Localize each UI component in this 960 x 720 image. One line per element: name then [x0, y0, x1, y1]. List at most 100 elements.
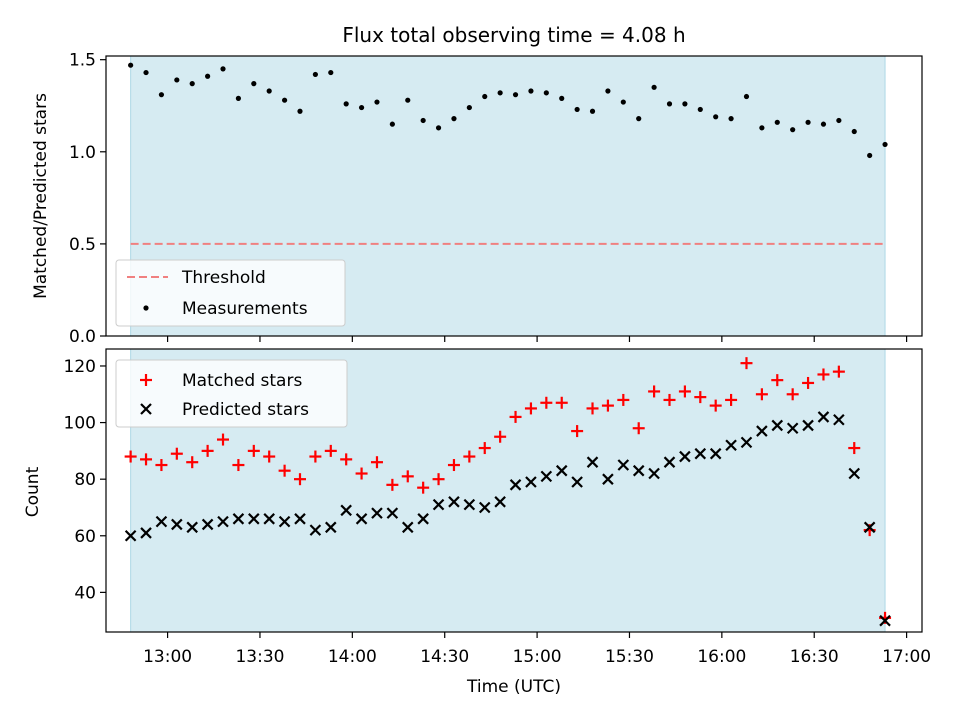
matched-stars-point: [217, 433, 230, 446]
matched-stars-point: [848, 442, 861, 455]
predicted-stars-point: [756, 425, 768, 437]
matched-stars-point: [678, 385, 691, 398]
x-tick-label: 14:30: [420, 647, 469, 667]
top-x-ticks: [166, 336, 908, 342]
measurement-point: [420, 117, 426, 124]
predicted-stars-point: [355, 513, 368, 525]
x-tick-label: 15:00: [513, 647, 562, 667]
predicted-stars-point: [648, 467, 660, 480]
measurement-point: [559, 95, 565, 101]
measurement-point: [405, 97, 411, 103]
matched-stars-point: [586, 402, 599, 415]
predicted-stars-point: [740, 436, 753, 449]
x-tick-label: 13:00: [143, 647, 192, 667]
matched-stars-point: [540, 396, 553, 409]
measurement-point: [174, 77, 180, 83]
matched-stars-point: [324, 444, 337, 457]
matched-stars-point: [817, 368, 830, 381]
predicted-stars-point: [863, 521, 876, 534]
predicted-stars-point: [248, 513, 260, 525]
measurement-point: [466, 104, 472, 111]
measurement-point: [528, 88, 534, 94]
predicted-stars-point: [309, 524, 322, 536]
predicted-stars-point: [555, 464, 568, 477]
predicted-stars-point: [294, 513, 306, 525]
predicted-stars-point: [525, 476, 537, 488]
bottom-legend: Matched stars Predicted stars: [115, 359, 348, 428]
matched-stars-point: [263, 450, 276, 463]
top-panel: 0.0 0.5 1.0 1.5 Matched/Predicted stars Thr…: [31, 51, 923, 347]
measurement-point: [620, 99, 626, 105]
matched-stars-point: [309, 450, 322, 463]
predicted-stars-point: [663, 456, 676, 468]
bottom-panel: 40 60 80 100 120 13:00 13:30 14:00 14:30 15:00 15…: [23, 348, 931, 697]
bottom-y-tick-label: 120: [64, 357, 96, 377]
x-tick-label: 17:00: [882, 647, 931, 667]
measurement-point: [143, 69, 149, 76]
matched-stars-point: [478, 442, 491, 455]
matched-stars-point: [802, 376, 815, 389]
predicted-stars-point: [632, 464, 645, 477]
measurement-point: [836, 117, 842, 124]
measurement-point: [312, 71, 318, 78]
matched-stars-point: [694, 391, 707, 404]
x-axis-label: Time (UTC): [466, 677, 561, 697]
x-tick-label: 16:30: [790, 647, 839, 667]
measurement-point: [574, 106, 580, 113]
predicted-stars-point: [217, 515, 229, 528]
predicted-stars-point: [417, 513, 429, 525]
predicted-stars-point: [802, 419, 814, 432]
measurement-point: [358, 104, 365, 111]
matched-stars-point: [355, 467, 368, 480]
matched-stars-series: [124, 357, 892, 624]
measurements-legend-swatch: [143, 305, 149, 311]
predicted-stars-point: [725, 439, 737, 451]
matched-stars-point: [771, 374, 784, 387]
matched-legend-swatch: [140, 374, 152, 386]
matched-stars-point: [755, 388, 768, 401]
predicted-stars-point: [463, 498, 476, 511]
measurement-point: [189, 81, 195, 87]
measurement-point: [205, 73, 211, 79]
predicted-stars-point: [540, 470, 553, 483]
measurement-point: [158, 92, 165, 98]
matched-stars-point: [663, 393, 676, 406]
matched-stars-point: [524, 402, 537, 415]
predicted-stars-point: [201, 518, 214, 531]
predicted-legend-label: Predicted stars: [182, 400, 309, 420]
measurement-point: [128, 62, 134, 68]
matched-stars-point: [247, 444, 260, 457]
predicted-stars-point: [694, 447, 707, 460]
measurement-point: [343, 101, 349, 107]
bottom-legend-box: [115, 359, 348, 428]
matched-stars-point: [124, 450, 137, 463]
measurement-point: [820, 121, 827, 127]
measurement-point: [374, 99, 380, 105]
measurement-point: [220, 66, 226, 72]
measurement-point: [851, 128, 857, 135]
matched-stars-point: [725, 393, 738, 406]
predicted-stars-point: [371, 507, 383, 519]
predicted-stars-point: [478, 501, 491, 514]
measurement-point: [867, 152, 873, 159]
predicted-stars-point: [432, 498, 445, 511]
matched-stars-point: [278, 464, 291, 477]
matched-stars-point: [186, 456, 199, 469]
predicted-stars-point: [401, 521, 414, 534]
predicted-stars-point: [571, 476, 583, 488]
predicted-stars-point: [140, 527, 152, 539]
measurement-point: [482, 93, 488, 100]
matched-stars-point: [632, 422, 645, 435]
top-y-tick-label: 1.0: [69, 143, 96, 163]
predicted-stars-point: [386, 507, 399, 519]
bottom-x-axis: 13:00 13:30 14:00 14:30 15:00 15:30 16:00 16:30…: [143, 632, 931, 667]
x-tick-label: 15:30: [605, 647, 654, 667]
measurement-point: [636, 116, 642, 122]
bottom-y-tick-label: 80: [74, 470, 96, 490]
top-y-axis-label: Matched/Predicted stars: [31, 93, 51, 299]
measurement-point: [790, 127, 796, 133]
measurement-point: [266, 88, 272, 94]
matched-stars-point: [201, 444, 214, 457]
bottom-y-axis-label: Count: [23, 466, 43, 517]
predicted-stars-point: [155, 515, 168, 528]
